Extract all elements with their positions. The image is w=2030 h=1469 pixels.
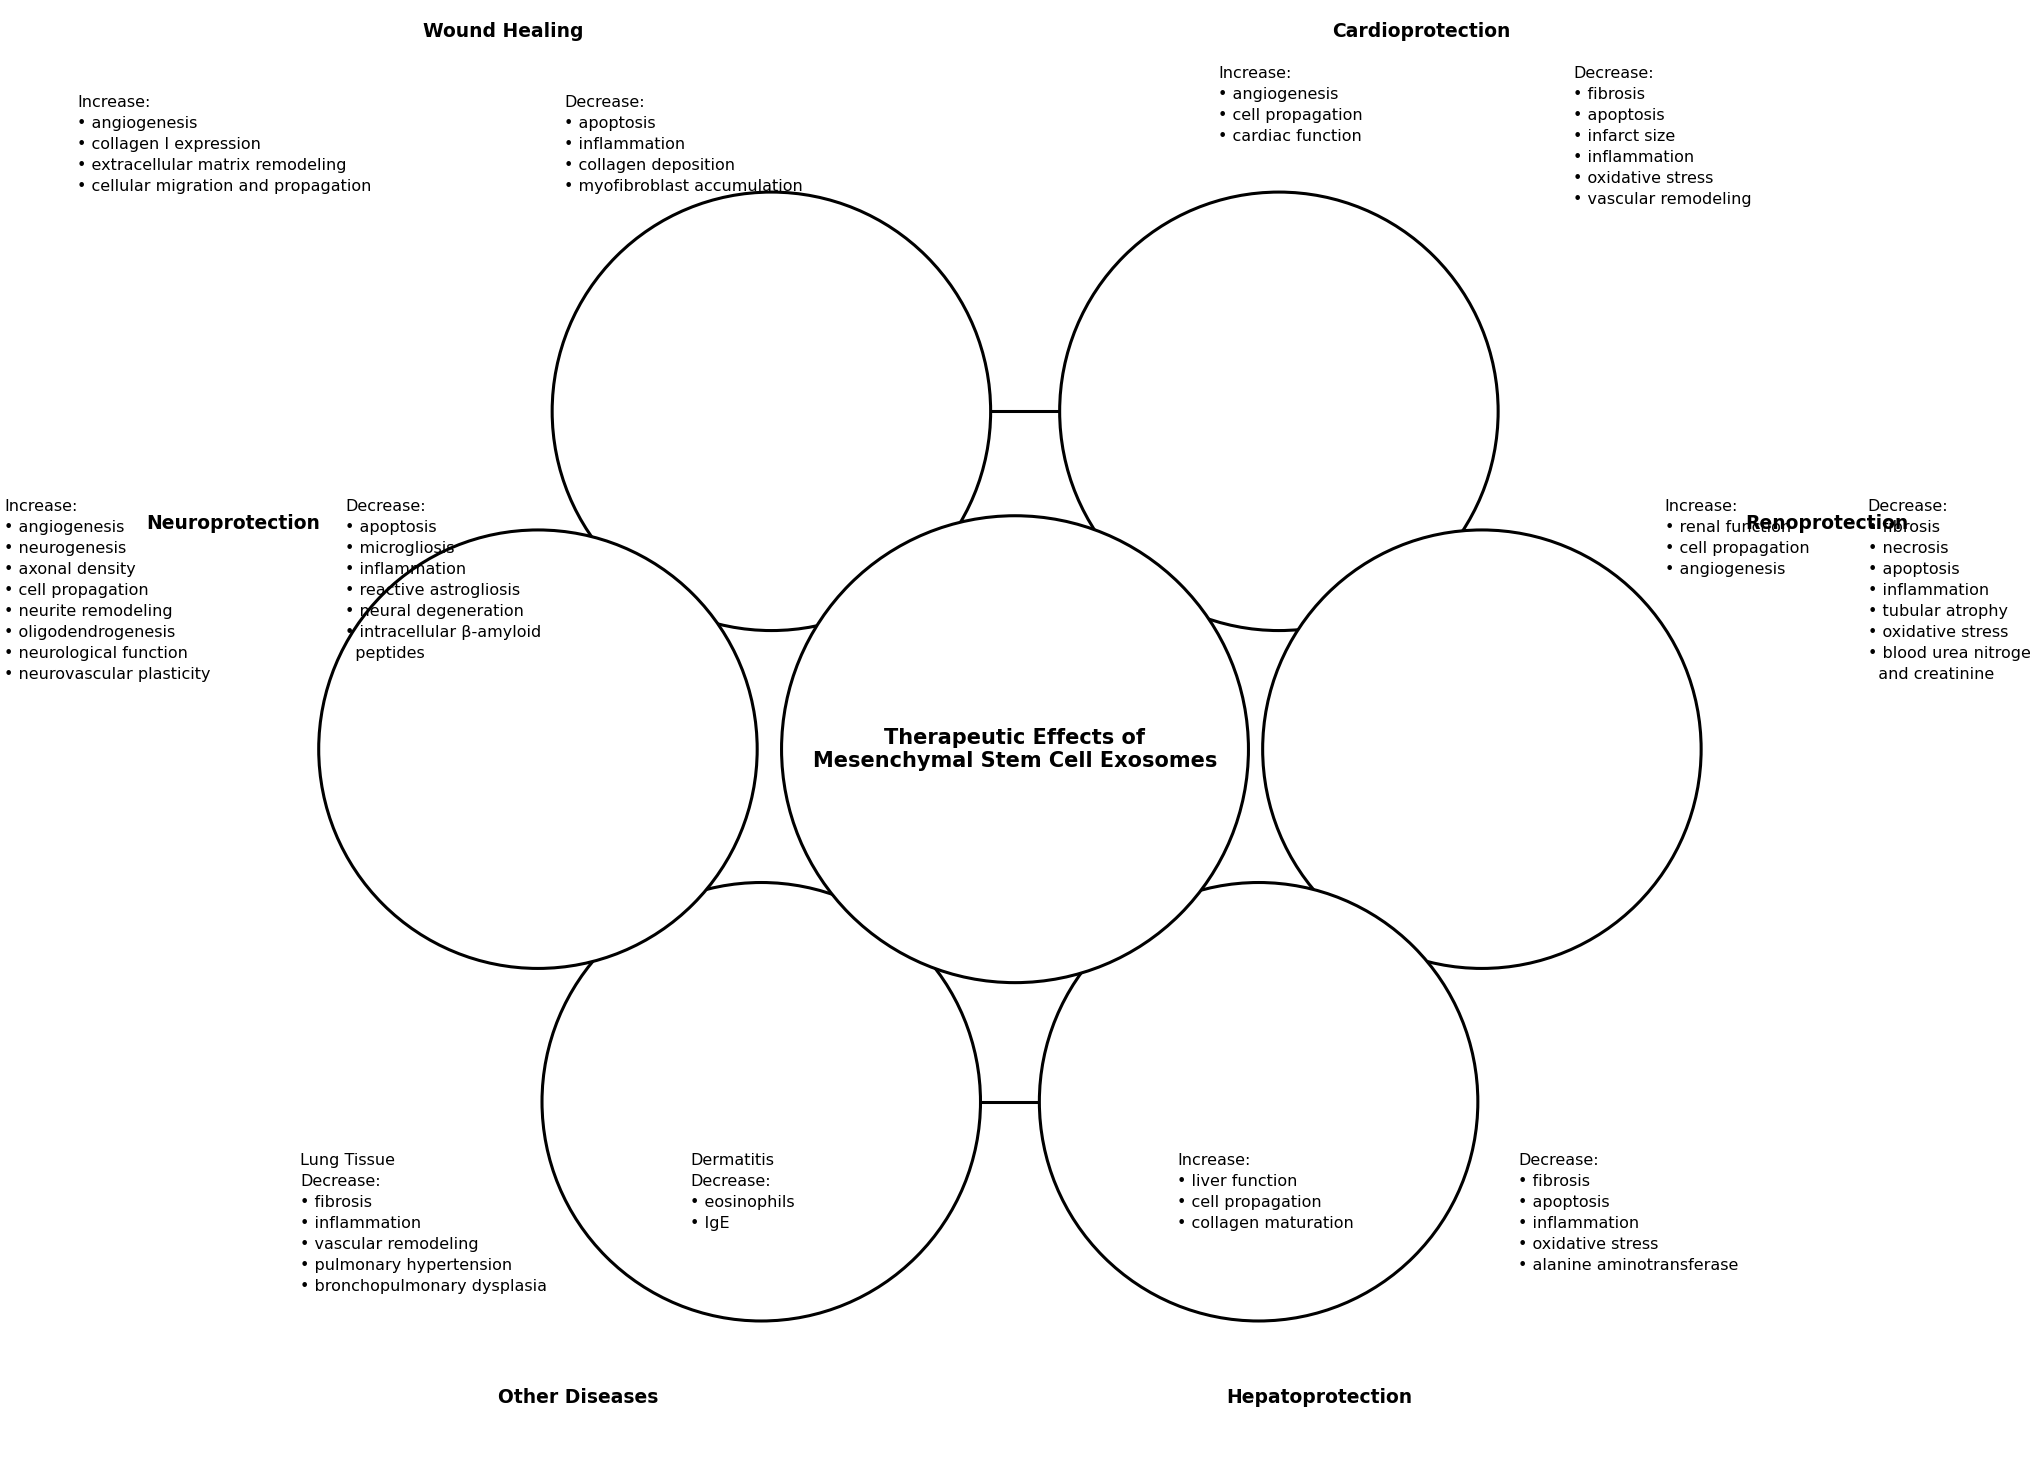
- Circle shape: [1263, 530, 1701, 968]
- Circle shape: [782, 516, 1248, 983]
- Text: Other Diseases: Other Diseases: [497, 1388, 660, 1407]
- Text: Decrease:
• apoptosis
• inflammation
• collagen deposition
• myofibroblast accum: Decrease: • apoptosis • inflammation • c…: [564, 95, 804, 194]
- Text: Increase:
• renal function
• cell propagation
• angiogenesis: Increase: • renal function • cell propag…: [1665, 499, 1809, 577]
- Circle shape: [1060, 192, 1498, 630]
- Text: Increase:
• angiogenesis
• collagen I expression
• extracellular matrix remodeli: Increase: • angiogenesis • collagen I ex…: [77, 95, 371, 194]
- Circle shape: [319, 530, 757, 968]
- Circle shape: [552, 192, 991, 630]
- Text: Wound Healing: Wound Healing: [422, 22, 585, 41]
- Text: Hepatoprotection: Hepatoprotection: [1226, 1388, 1413, 1407]
- Text: Decrease:
• apoptosis
• microgliosis
• inflammation
• reactive astrogliosis
• ne: Decrease: • apoptosis • microgliosis • i…: [345, 499, 542, 661]
- Text: Decrease:
• fibrosis
• apoptosis
• infarct size
• inflammation
• oxidative stres: Decrease: • fibrosis • apoptosis • infar…: [1573, 66, 1752, 207]
- Text: Increase:
• liver function
• cell propagation
• collagen maturation: Increase: • liver function • cell propag…: [1177, 1153, 1354, 1231]
- Circle shape: [542, 883, 980, 1321]
- Text: Increase:
• angiogenesis
• neurogenesis
• axonal density
• cell propagation
• ne: Increase: • angiogenesis • neurogenesis …: [4, 499, 211, 683]
- Text: Decrease:
• fibrosis
• apoptosis
• inflammation
• oxidative stress
• alanine ami: Decrease: • fibrosis • apoptosis • infla…: [1518, 1153, 1740, 1274]
- Text: Increase:
• angiogenesis
• cell propagation
• cardiac function: Increase: • angiogenesis • cell propagat…: [1218, 66, 1362, 144]
- Circle shape: [1039, 883, 1478, 1321]
- Text: Dermatitis
Decrease:
• eosinophils
• IgE: Dermatitis Decrease: • eosinophils • IgE: [690, 1153, 796, 1231]
- Text: Lung Tissue
Decrease:
• fibrosis
• inflammation
• vascular remodeling
• pulmonar: Lung Tissue Decrease: • fibrosis • infla…: [300, 1153, 548, 1294]
- Text: Decrease:
• fibrosis
• necrosis
• apoptosis
• inflammation
• tubular atrophy
• o: Decrease: • fibrosis • necrosis • apopto…: [1868, 499, 2030, 683]
- Text: Neuroprotection: Neuroprotection: [146, 514, 321, 533]
- Text: Cardioprotection: Cardioprotection: [1332, 22, 1510, 41]
- Text: Therapeutic Effects of
Mesenchymal Stem Cell Exosomes: Therapeutic Effects of Mesenchymal Stem …: [812, 727, 1218, 771]
- Text: Renoprotection: Renoprotection: [1746, 514, 1908, 533]
